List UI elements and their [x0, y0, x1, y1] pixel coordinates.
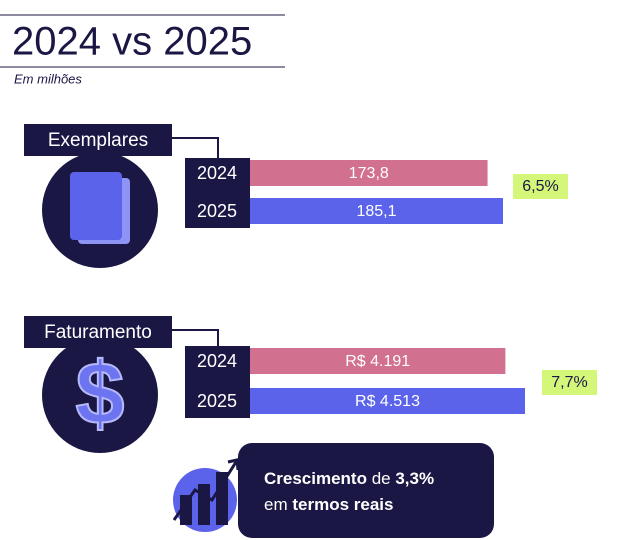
callout-plain: de: [367, 469, 395, 488]
annotation: 6,5%: [522, 178, 558, 195]
growth-icon: [172, 458, 240, 532]
year-label: 2025: [197, 391, 237, 411]
title: 2024 vs 2025: [12, 20, 252, 64]
year-label: 2024: [197, 163, 237, 183]
bar: [250, 198, 503, 224]
value-label: 185,1: [356, 203, 396, 220]
dollar-icon: $: [76, 343, 125, 442]
annotation: 7,7%: [551, 374, 587, 391]
book-icon: [70, 172, 130, 244]
bar: [250, 348, 506, 374]
value-label: 173,8: [349, 165, 389, 182]
value-label: R$ 4.513: [355, 393, 420, 410]
bar: [250, 160, 488, 186]
callout-box: [238, 443, 494, 538]
year-box: [185, 346, 250, 418]
callout-strong: termos reais: [292, 495, 393, 514]
annotation-box: [542, 370, 597, 395]
callout-strong: 3,3%: [395, 469, 434, 488]
bar: [250, 388, 525, 414]
callout-text: Crescimento de 3,3%: [264, 469, 434, 488]
subtitle: Em milhões: [14, 71, 82, 86]
label-box: [24, 316, 172, 348]
callout-plain: em: [264, 495, 292, 514]
connector: [172, 137, 219, 160]
year-label: 2024: [197, 351, 237, 371]
annotation-box: [513, 174, 568, 199]
year-box: [185, 158, 250, 228]
icon-circle: [42, 337, 158, 453]
year-label: 2025: [197, 201, 237, 221]
label-box: [24, 124, 172, 156]
connector: [172, 329, 219, 348]
callout-strong: Crescimento: [264, 469, 367, 488]
value-label: R$ 4.191: [345, 353, 410, 370]
panel-title: Faturamento: [44, 322, 152, 343]
panel-title: Exemplares: [48, 130, 148, 151]
callout-text: em termos reais: [264, 495, 393, 514]
